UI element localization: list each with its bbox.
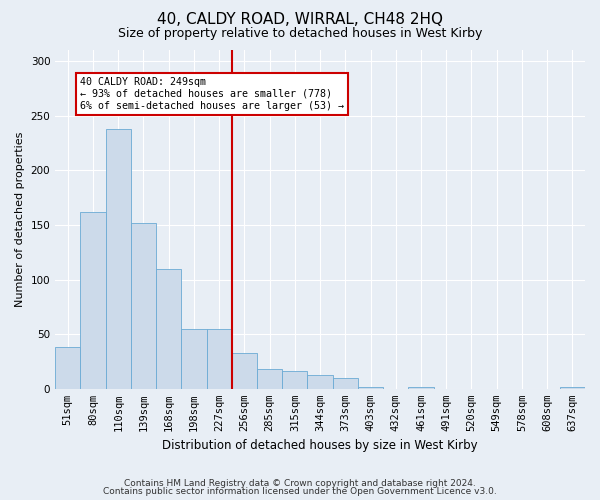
Bar (106, 128, 131, 389)
Text: 40 CALDY ROAD: 249sqm
← 93% of detached houses are smaller (778)
6% of semi-deta: 40 CALDY ROAD: 249sqm ← 93% of detached … (80, 78, 344, 110)
Y-axis label: Number of detached properties: Number of detached properties (15, 132, 25, 307)
Bar (206, 328, 232, 389)
Bar (409, 386, 434, 389)
Bar (257, 369, 282, 389)
Text: Size of property relative to detached houses in West Kirby: Size of property relative to detached ho… (118, 28, 482, 40)
Bar (307, 374, 332, 389)
Bar (332, 378, 358, 389)
Bar (131, 222, 156, 389)
Bar (55, 348, 80, 389)
Bar (156, 268, 181, 389)
Bar (181, 328, 206, 389)
Bar (232, 352, 257, 389)
Text: 40, CALDY ROAD, WIRRAL, CH48 2HQ: 40, CALDY ROAD, WIRRAL, CH48 2HQ (157, 12, 443, 28)
X-axis label: Distribution of detached houses by size in West Kirby: Distribution of detached houses by size … (162, 440, 478, 452)
Bar (80, 212, 106, 389)
Text: Contains public sector information licensed under the Open Government Licence v3: Contains public sector information licen… (103, 487, 497, 496)
Bar (560, 386, 585, 389)
Bar (358, 386, 383, 389)
Bar (282, 372, 307, 389)
Text: Contains HM Land Registry data © Crown copyright and database right 2024.: Contains HM Land Registry data © Crown c… (124, 478, 476, 488)
